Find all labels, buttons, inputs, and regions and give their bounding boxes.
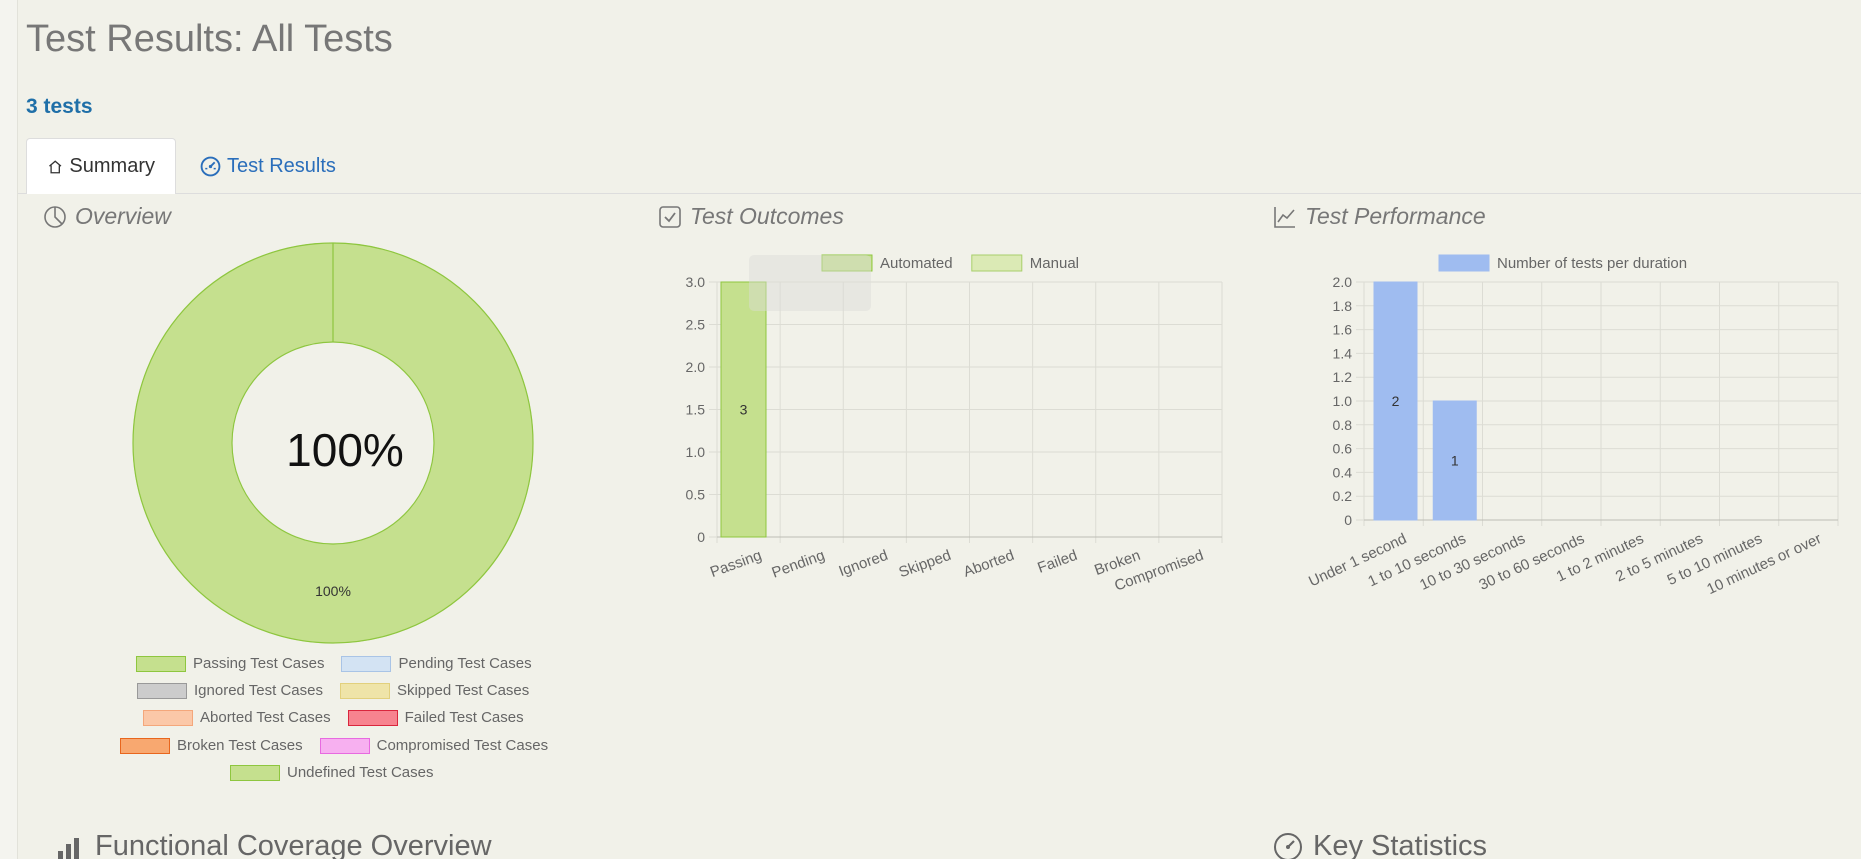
tab-summary[interactable]: Summary xyxy=(26,138,176,194)
y-tick-label: 0.5 xyxy=(686,487,706,503)
legend-row-3: Aborted Test Cases Failed Test Cases xyxy=(143,709,524,726)
legend-failed: Failed Test Cases xyxy=(404,709,524,726)
legend-swatch-failed xyxy=(347,709,398,726)
home-icon xyxy=(49,159,62,173)
outcomes-title: Test Outcomes xyxy=(658,203,844,230)
y-tick-label: 0.4 xyxy=(1333,464,1353,480)
legend-row-1: Passing Test Cases Pending Test Cases xyxy=(136,655,532,672)
legend-swatch-passing xyxy=(136,655,186,672)
legend-swatch-aborted xyxy=(143,709,193,726)
y-tick-label: 1.0 xyxy=(1333,393,1353,409)
x-tick-label: Ignored xyxy=(837,547,891,580)
functional-coverage-title: Functional Coverage Overview xyxy=(55,830,492,859)
performance-title-label: Test Performance xyxy=(1305,203,1486,229)
y-tick-label: 0.2 xyxy=(1333,488,1353,504)
bar xyxy=(1432,400,1477,521)
legend-label: Number of tests per duration xyxy=(1497,255,1687,272)
legend-swatch-compromised xyxy=(319,737,370,754)
legend-undefined: Undefined Test Cases xyxy=(287,764,434,781)
bar xyxy=(720,281,767,538)
y-tick-label: 2.0 xyxy=(686,359,706,375)
overview-doughnut-chart: 100% 100% xyxy=(132,242,534,644)
x-tick-label: Skipped xyxy=(897,547,954,582)
tab-summary-label: Summary xyxy=(69,155,155,177)
legend-aborted: Aborted Test Cases xyxy=(200,709,331,726)
page-title: Test Results: All Tests xyxy=(26,18,393,60)
legend-passing: Passing Test Cases xyxy=(193,655,325,672)
y-tick-label: 0 xyxy=(697,529,705,545)
legend-swatch-pending xyxy=(341,655,392,672)
test-count: 3 tests xyxy=(26,95,93,118)
legend-ignored: Ignored Test Cases xyxy=(194,682,323,699)
dashboard-icon xyxy=(200,156,221,176)
x-tick-label: Failed xyxy=(1035,547,1079,577)
data-label: 3 xyxy=(740,402,748,418)
bar xyxy=(1373,281,1418,521)
legend-swatch-broken xyxy=(120,737,170,754)
legend-skipped: Skipped Test Cases xyxy=(396,682,530,699)
outcomes-title-label: Test Outcomes xyxy=(690,203,844,229)
y-tick-label: 3.0 xyxy=(686,274,706,290)
legend-pending: Pending Test Cases xyxy=(398,655,532,672)
test-outcomes-chart: 0 0.5 1.0 1.5 2.0 2.5 3.0 3 Passing Pending Ignore… xyxy=(686,254,1223,595)
legend-label: Automated xyxy=(880,255,953,272)
x-tick-label: Aborted xyxy=(961,547,1016,581)
legend-swatch-undefined xyxy=(230,764,280,781)
y-tick-label: 2.5 xyxy=(686,317,706,333)
data-label: 2 xyxy=(1392,393,1400,409)
y-tick-label: 1.4 xyxy=(1333,345,1353,361)
y-tick-label: 0 xyxy=(1344,512,1352,528)
legend-swatch xyxy=(971,254,1023,272)
y-tick-label: 1.5 xyxy=(686,402,706,418)
pie-slice-label: 100% xyxy=(315,583,351,599)
legend-broken: Broken Test Cases xyxy=(177,737,303,754)
y-tick-label: 1.6 xyxy=(1333,322,1353,338)
tab-test-results[interactable]: Test Results xyxy=(180,138,356,194)
tabs-divider xyxy=(18,193,1861,194)
test-performance-chart: 0 0.2 0.4 0.6 0.8 1.0 1.2 1.4 1.6 1.8 2.0 2 1 Under 1… xyxy=(1306,254,1839,598)
overview-title-label: Overview xyxy=(75,203,171,229)
legend-compromised: Compromised Test Cases xyxy=(376,737,549,754)
line-chart-icon xyxy=(1274,206,1295,228)
y-tick-label: 2.0 xyxy=(1333,274,1353,290)
legend-label: Manual xyxy=(1030,255,1079,272)
hover-tooltip-shadow xyxy=(749,255,871,311)
y-tick-label: 1.2 xyxy=(1333,369,1353,385)
y-tick-label: 1.8 xyxy=(1333,298,1353,314)
x-tick-label: Passing xyxy=(708,547,764,581)
legend-swatch xyxy=(1438,254,1490,272)
legend-row-5: Undefined Test Cases xyxy=(230,764,433,781)
x-tick-label: Pending xyxy=(769,547,827,582)
key-statistics-title: Key Statistics xyxy=(1273,830,1487,859)
performance-title: Test Performance xyxy=(1273,203,1486,230)
y-tick-label: 0.8 xyxy=(1333,417,1353,433)
pie-center-label: 100% xyxy=(286,424,404,476)
checkbox-icon xyxy=(659,205,681,228)
left-rule xyxy=(0,0,18,859)
bar-chart-icon xyxy=(58,837,79,859)
legend-swatch-ignored xyxy=(137,682,187,699)
overview-title: Overview xyxy=(43,203,171,230)
data-label: 1 xyxy=(1451,453,1459,469)
tab-test-results-label: Test Results xyxy=(227,154,336,177)
y-tick-label: 1.0 xyxy=(686,444,706,460)
legend-row-2: Ignored Test Cases Skipped Test Cases xyxy=(137,682,529,699)
pie-chart-icon xyxy=(44,205,66,228)
functional-coverage-label: Functional Coverage Overview xyxy=(95,830,492,859)
x-tick-label: Under 1 second xyxy=(1306,530,1409,590)
legend-swatch-skipped xyxy=(339,682,390,699)
legend-swatch xyxy=(821,254,873,272)
speedometer-icon xyxy=(1274,832,1302,859)
key-statistics-label: Key Statistics xyxy=(1313,830,1488,859)
legend-row-4: Broken Test Cases Compromised Test Cases xyxy=(120,737,548,754)
y-tick-label: 0.6 xyxy=(1333,441,1353,457)
